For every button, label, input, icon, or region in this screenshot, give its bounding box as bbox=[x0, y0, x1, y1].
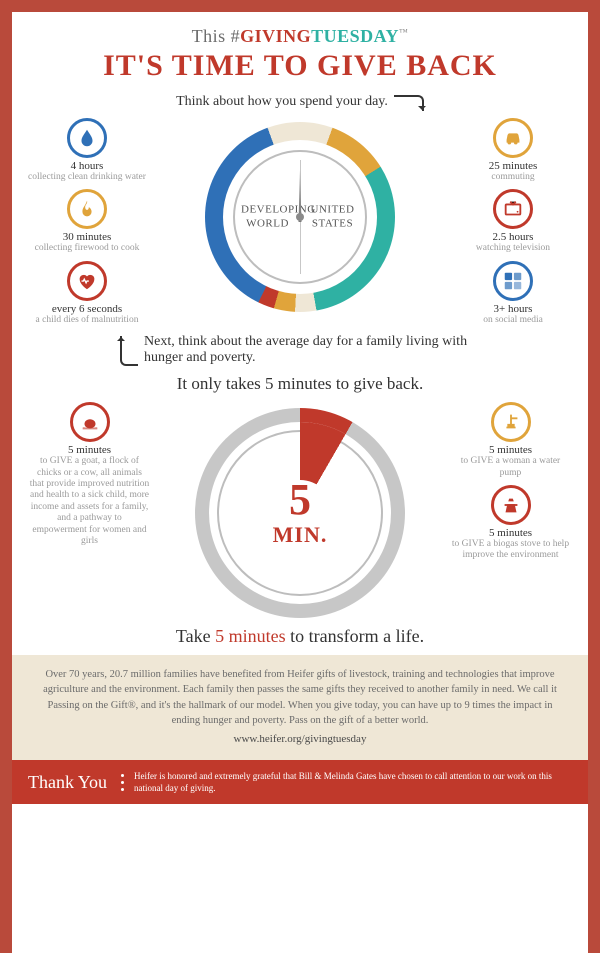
stat-item: 25 minutescommuting bbox=[489, 118, 538, 183]
infographic-frame: This #GIVINGTUESDAY™ IT'S TIME TO GIVE B… bbox=[0, 0, 600, 953]
stat-item: 30 minutescollecting firewood to cook bbox=[35, 189, 140, 254]
clock-right-label: UNITED STATES bbox=[300, 203, 365, 232]
clock2-number: 5 bbox=[289, 478, 311, 522]
heart-icon bbox=[67, 261, 107, 301]
stat-desc: watching television bbox=[476, 243, 550, 254]
preline-hash: # bbox=[231, 26, 241, 46]
stat-item: 2.5 hourswatching television bbox=[476, 189, 550, 254]
stat-time: 5 minutes bbox=[489, 444, 532, 456]
thank-you-bar: Thank You Heifer is honored and extremel… bbox=[12, 760, 588, 804]
stat-desc: a child dies of malnutrition bbox=[36, 315, 139, 326]
preline-giving: GIVING bbox=[240, 26, 311, 46]
comparison-row: 4 hourscollecting clean drinking water30… bbox=[22, 118, 578, 330]
animal-icon bbox=[70, 402, 110, 442]
tv-icon bbox=[493, 189, 533, 229]
arrow-up-left-icon bbox=[120, 336, 138, 366]
subtitle-text: Think about how you spend your day. bbox=[176, 94, 388, 109]
stat-time: 4 hours bbox=[71, 160, 104, 172]
day-clock: DEVELOPING WORLD UNITED STATES bbox=[205, 122, 395, 312]
tagline-c: to transform a life. bbox=[286, 626, 424, 646]
clock2-unit: MIN. bbox=[273, 522, 328, 548]
stat-item: 4 hourscollecting clean drinking water bbox=[28, 118, 146, 183]
united-states-column: 25 minutescommuting 2.5 hourswatching tel… bbox=[448, 118, 578, 330]
midline: It only takes 5 minutes to give back. bbox=[22, 374, 578, 394]
subtitle: Think about how you spend your day. bbox=[22, 89, 578, 110]
stat-item: 5 minutesto GIVE a biogas stove to help … bbox=[451, 485, 571, 562]
stat-desc: collecting firewood to cook bbox=[35, 243, 140, 254]
give-right-column: 5 minutesto GIVE a woman a water pump5 m… bbox=[443, 402, 578, 566]
stat-time: 5 minutes bbox=[489, 527, 532, 539]
preline-tuesday: TUESDAY bbox=[311, 26, 399, 46]
stat-time: 2.5 hours bbox=[493, 231, 534, 243]
stove-icon bbox=[491, 485, 531, 525]
stat-item: 5 minutesto GIVE a woman a water pump bbox=[451, 402, 571, 479]
stat-desc: on social media bbox=[483, 315, 543, 326]
developing-world-column: 4 hourscollecting clean drinking water30… bbox=[22, 118, 152, 330]
dots-icon bbox=[121, 774, 124, 791]
thank-you-text: Heifer is honored and extremely grateful… bbox=[134, 770, 572, 794]
stat-time: 3+ hours bbox=[494, 303, 533, 315]
thank-you-label: Thank You bbox=[28, 772, 107, 793]
bridge-line-wrap: Next, think about the average day for a … bbox=[120, 334, 578, 366]
header: This #GIVINGTUESDAY™ IT'S TIME TO GIVE B… bbox=[22, 26, 578, 110]
footer-blurb: Over 70 years, 20.7 million families hav… bbox=[12, 655, 588, 760]
clock2-label: 5 MIN. bbox=[195, 408, 405, 618]
stat-desc: to GIVE a goat, a flock of chicks or a c… bbox=[30, 456, 150, 547]
tagline: Take 5 minutes to transform a life. bbox=[22, 626, 578, 647]
give-left-column: 5 minutesto GIVE a goat, a flock of chic… bbox=[22, 402, 157, 551]
car-icon bbox=[493, 118, 533, 158]
stat-time: every 6 seconds bbox=[52, 303, 122, 315]
stat-desc: to GIVE a woman a water pump bbox=[451, 456, 571, 479]
main-title: IT'S TIME TO GIVE BACK bbox=[22, 49, 578, 83]
tagline-a: Take bbox=[176, 626, 215, 646]
tagline-b: 5 minutes bbox=[215, 626, 286, 646]
stat-desc: commuting bbox=[491, 172, 534, 183]
stat-desc: to GIVE a biogas stove to help improve t… bbox=[451, 539, 571, 562]
arrow-down-right-icon bbox=[394, 95, 424, 111]
clock-pivot bbox=[296, 213, 304, 221]
footer-url: www.heifer.org/givingtuesday bbox=[32, 732, 568, 748]
stat-time: 5 minutes bbox=[68, 444, 111, 456]
stat-time: 25 minutes bbox=[489, 160, 538, 172]
blurb-text: Over 70 years, 20.7 million families hav… bbox=[32, 667, 568, 728]
stat-item: every 6 secondsa child dies of malnutrit… bbox=[36, 261, 139, 326]
fire-icon bbox=[67, 189, 107, 229]
stat-item: 5 minutesto GIVE a goat, a flock of chic… bbox=[30, 402, 150, 547]
bridge-line: Next, think about the average day for a … bbox=[144, 334, 484, 366]
social-icon bbox=[493, 261, 533, 301]
clock-face: DEVELOPING WORLD UNITED STATES bbox=[233, 150, 367, 284]
preline-tm: ™ bbox=[399, 27, 408, 37]
stat-item: 3+ hourson social media bbox=[483, 261, 543, 326]
clock-left-label: DEVELOPING WORLD bbox=[235, 203, 300, 232]
stat-desc: collecting clean drinking water bbox=[28, 172, 146, 183]
preline: This #GIVINGTUESDAY™ bbox=[22, 26, 578, 47]
preline-this: This bbox=[192, 26, 231, 46]
pump-icon bbox=[491, 402, 531, 442]
giving-row: 5 minutesto GIVE a goat, a flock of chic… bbox=[22, 402, 578, 618]
stat-time: 30 minutes bbox=[63, 231, 112, 243]
drop-icon bbox=[67, 118, 107, 158]
five-min-clock: 5 MIN. bbox=[195, 408, 405, 618]
